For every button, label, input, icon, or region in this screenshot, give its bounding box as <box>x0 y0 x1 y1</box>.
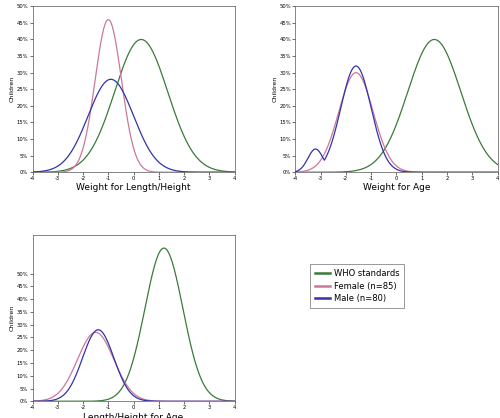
X-axis label: Length/Height for Age: Length/Height for Age <box>84 413 184 418</box>
Y-axis label: Children: Children <box>10 305 14 331</box>
Y-axis label: Children: Children <box>10 76 14 102</box>
Y-axis label: Children: Children <box>272 76 278 102</box>
X-axis label: Weight for Age: Weight for Age <box>362 184 430 193</box>
X-axis label: Weight for Length/Height: Weight for Length/Height <box>76 184 191 193</box>
Legend: WHO standards, Female (n=85), Male (n=80): WHO standards, Female (n=85), Male (n=80… <box>310 264 404 308</box>
